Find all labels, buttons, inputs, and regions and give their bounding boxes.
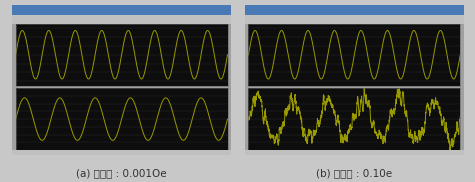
Text: (b) 노이즈 : 0.10e: (b) 노이즈 : 0.10e (316, 168, 392, 178)
Text: (a) 노이즈 : 0.001Oe: (a) 노이즈 : 0.001Oe (76, 168, 167, 178)
